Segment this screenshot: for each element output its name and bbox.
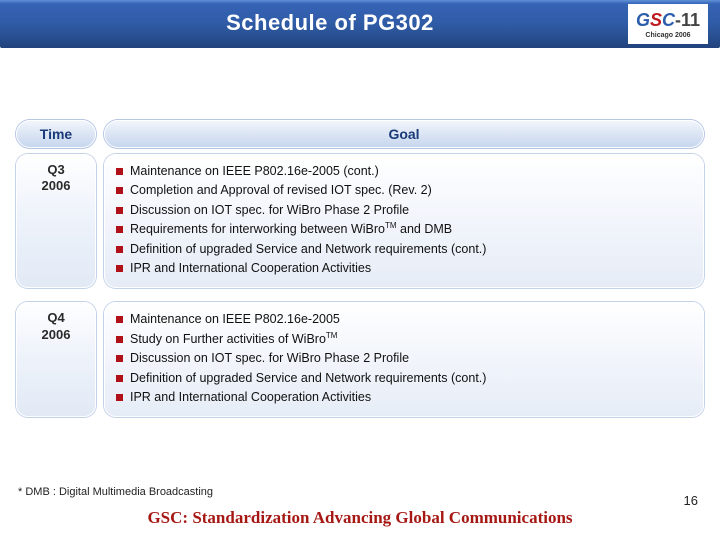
header-goal: Goal [104, 120, 704, 148]
logo-num: 11 [681, 10, 700, 30]
logo-g: G [636, 10, 650, 30]
goal-list: Maintenance on IEEE P802.16e-2005 Study … [116, 310, 692, 407]
title-bar: Schedule of PG302 GSC-11 Chicago 2006 [0, 0, 720, 48]
quarter-label: Q4 [47, 310, 64, 326]
content-area: Time Goal Q3 2006 Maintenance on IEEE P8… [16, 120, 704, 450]
list-item: Completion and Approval of revised IOT s… [116, 181, 692, 200]
slide-title: Schedule of PG302 [0, 10, 720, 36]
logo-c: C [662, 10, 675, 30]
table-header-row: Time Goal [16, 120, 704, 148]
time-cell-q3: Q3 2006 [16, 154, 96, 288]
list-item: Discussion on IOT spec. for WiBro Phase … [116, 349, 692, 368]
goal-list: Maintenance on IEEE P802.16e-2005 (cont.… [116, 162, 692, 278]
goal-cell-q4: Maintenance on IEEE P802.16e-2005 Study … [104, 302, 704, 417]
list-item: Requirements for interworking between Wi… [116, 220, 692, 240]
page-number: 16 [684, 493, 698, 508]
list-item: Maintenance on IEEE P802.16e-2005 (cont.… [116, 162, 692, 181]
quarter-label: Q3 [47, 162, 64, 178]
list-item: Definition of upgraded Service and Netwo… [116, 369, 692, 388]
logo-main: GSC-11 [636, 10, 700, 31]
list-item: Maintenance on IEEE P802.16e-2005 [116, 310, 692, 329]
footnote: * DMB : Digital Multimedia Broadcasting [18, 486, 213, 498]
header-time: Time [16, 120, 96, 148]
table-row: Q4 2006 Maintenance on IEEE P802.16e-200… [16, 302, 704, 417]
gsc-logo: GSC-11 Chicago 2006 [628, 4, 708, 44]
table-row: Q3 2006 Maintenance on IEEE P802.16e-200… [16, 154, 704, 288]
time-cell-q4: Q4 2006 [16, 302, 96, 417]
list-item: IPR and International Cooperation Activi… [116, 259, 692, 278]
year-label: 2006 [42, 178, 71, 194]
list-item: Study on Further activities of WiBroTM [116, 330, 692, 350]
year-label: 2006 [42, 327, 71, 343]
footer-text: GSC: Standardization Advancing Global Co… [0, 508, 720, 528]
goal-cell-q3: Maintenance on IEEE P802.16e-2005 (cont.… [104, 154, 704, 288]
list-item: IPR and International Cooperation Activi… [116, 388, 692, 407]
list-item: Definition of upgraded Service and Netwo… [116, 240, 692, 259]
logo-subtitle: Chicago 2006 [645, 32, 690, 39]
logo-s: S [650, 10, 662, 30]
list-item: Discussion on IOT spec. for WiBro Phase … [116, 201, 692, 220]
